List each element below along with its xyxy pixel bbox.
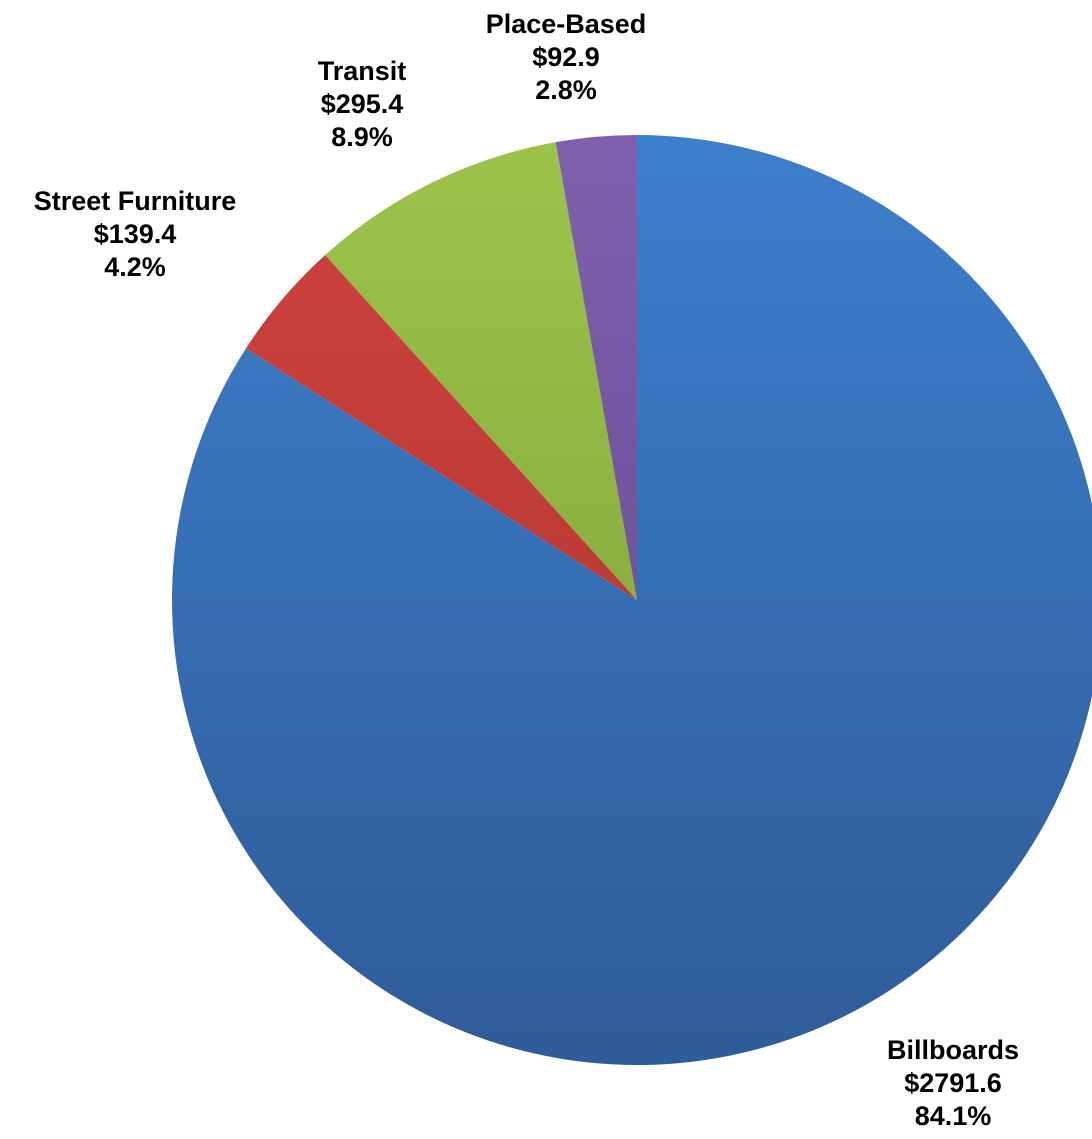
slice-value: $2791.6 bbox=[904, 1068, 1002, 1098]
slice-label-billboards: Billboards $2791.6 84.1% bbox=[887, 1035, 1019, 1131]
slice-percent: 2.8% bbox=[535, 75, 597, 105]
slice-percent: 4.2% bbox=[104, 252, 166, 282]
slice-street-furniture bbox=[245, 255, 638, 600]
slice-percent: 8.9% bbox=[331, 122, 393, 152]
slice-value: $295.4 bbox=[321, 89, 404, 119]
slice-labels: Billboards $2791.6 84.1% Street Furniture $1… bbox=[34, 9, 1019, 1131]
slice-name: Street Furniture bbox=[34, 186, 237, 216]
pie-slices bbox=[172, 135, 1092, 1065]
slice-label-street-furniture: Street Furniture $139.4 4.2% bbox=[34, 186, 237, 282]
slice-label-transit: Transit $295.4 8.9% bbox=[318, 56, 407, 152]
slice-value: $92.9 bbox=[532, 42, 600, 72]
slice-place-based bbox=[555, 135, 637, 600]
slice-billboards bbox=[172, 135, 1092, 1065]
slice-percent: 84.1% bbox=[915, 1101, 992, 1131]
slice-value: $139.4 bbox=[94, 219, 177, 249]
slice-name: Billboards bbox=[887, 1035, 1019, 1065]
slice-name: Place-Based bbox=[486, 9, 647, 39]
slice-label-place-based: Place-Based $92.9 2.8% bbox=[486, 9, 647, 105]
slice-transit bbox=[325, 142, 637, 601]
slice-name: Transit bbox=[318, 56, 407, 86]
